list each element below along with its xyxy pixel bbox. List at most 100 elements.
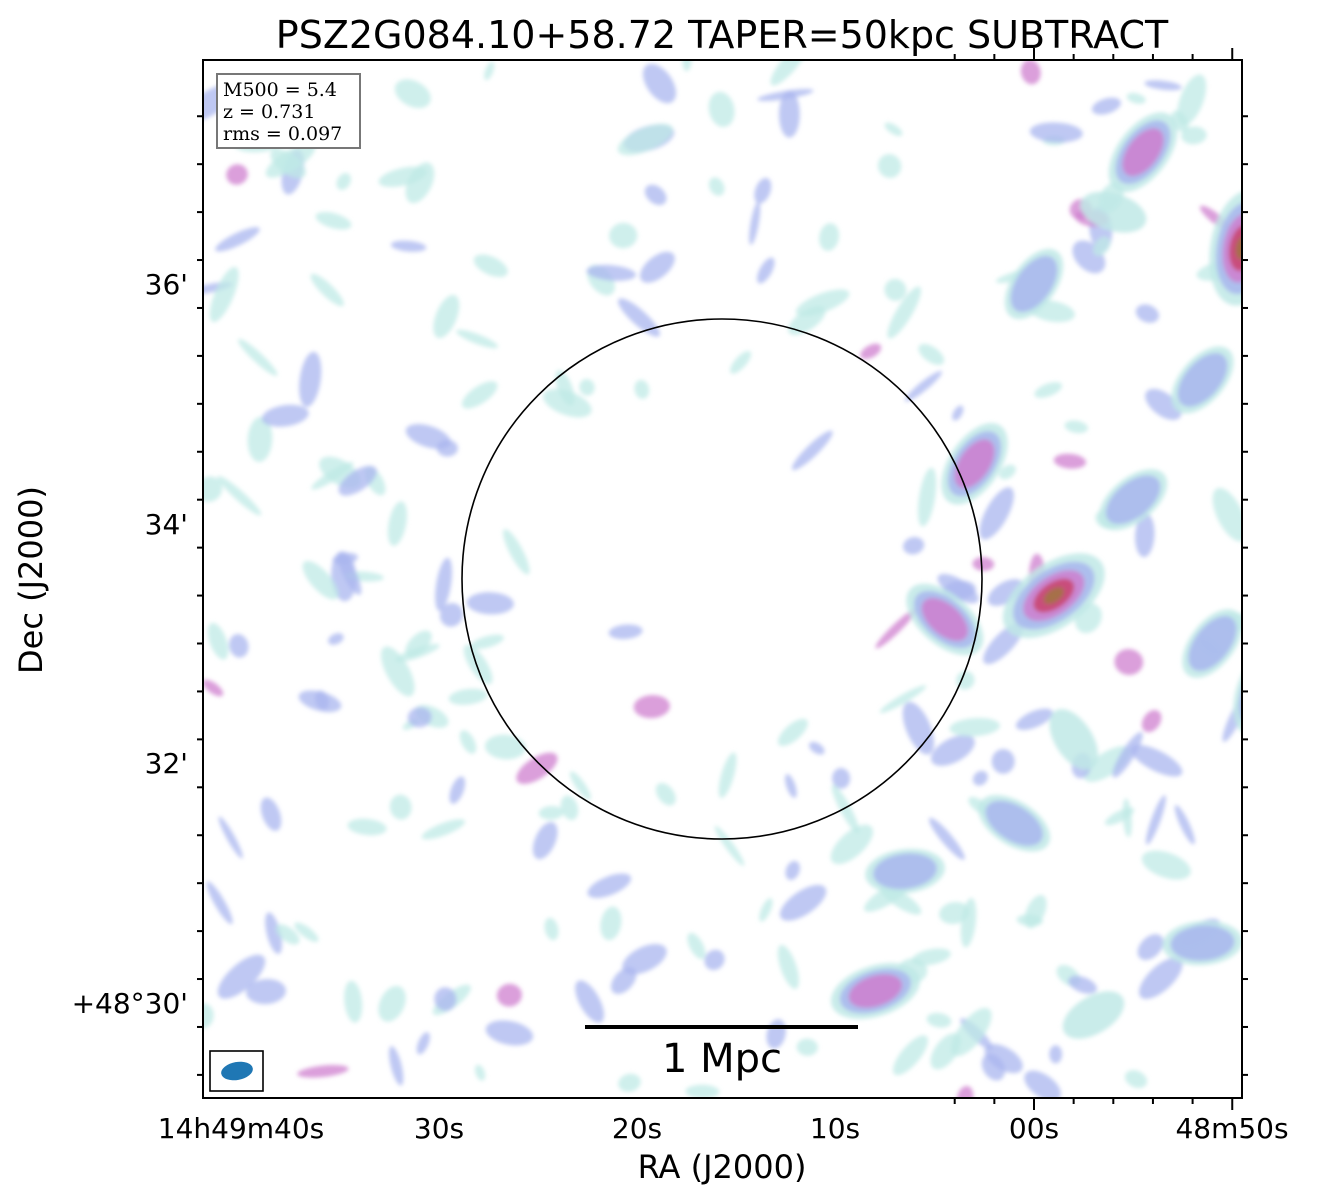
- emission-patch: [1141, 850, 1191, 880]
- emission-patch: [1093, 236, 1111, 257]
- emission-patch: [618, 298, 660, 337]
- scale-bar: 1 Mpc: [585, 1025, 858, 1082]
- emission-patch: [903, 536, 925, 555]
- emission-patch: [926, 1012, 952, 1028]
- emission-patch: [433, 294, 460, 339]
- emission-patch: [848, 974, 903, 1008]
- emission-patch: [298, 690, 342, 713]
- emission-patch: [1049, 709, 1098, 770]
- emission-patch: [795, 289, 850, 317]
- emission-patch: [1239, 82, 1321, 175]
- emission-patch: [1135, 513, 1155, 558]
- emission-patch: [639, 251, 675, 283]
- emission-patch: [474, 1064, 486, 1081]
- emission-patch: [608, 624, 643, 640]
- emission-patch: [1139, 957, 1183, 999]
- x-tick-label: 10s: [810, 1112, 860, 1145]
- info-rms: rms = 0.097: [223, 123, 342, 145]
- figure-title: PSZ2G084.10+58.72 TAPER=50kpc SUBTRACT: [276, 13, 1169, 57]
- emission-patch: [1145, 795, 1166, 845]
- emission-patch: [1020, 60, 1041, 85]
- emission-patch: [246, 979, 286, 1005]
- emission-patch: [1122, 798, 1132, 838]
- emission-patch: [777, 944, 799, 989]
- emission-patch: [260, 797, 282, 831]
- emission-patch: [586, 264, 637, 281]
- emission-patch: [229, 634, 249, 658]
- emission-patch: [884, 278, 907, 301]
- emission-patch: [875, 608, 917, 649]
- emission-patch: [405, 424, 451, 449]
- emission-patch: [381, 646, 415, 697]
- emission-patch: [297, 1065, 349, 1078]
- emission-patch: [730, 350, 752, 374]
- emission-patch: [347, 818, 387, 836]
- emission-patch: [328, 633, 344, 645]
- emission-patch: [929, 817, 965, 860]
- emission-patch: [421, 819, 466, 840]
- emission-patch: [860, 343, 882, 360]
- y-tick-label: +48°30': [72, 987, 188, 1020]
- emission-patch: [1126, 92, 1146, 104]
- plot-frame: [202, 59, 1243, 1099]
- emission-patch: [609, 222, 638, 249]
- emission-patch: [1177, 353, 1228, 407]
- emission-patch: [516, 752, 558, 784]
- emission-patch: [634, 379, 650, 399]
- y-axis-label: Dec (J2000): [12, 486, 50, 674]
- emission-patch: [1275, 841, 1321, 902]
- emission-patch: [831, 784, 860, 834]
- emission-patch: [759, 898, 773, 922]
- emission-patch: [1135, 304, 1159, 323]
- emission-patch: [757, 88, 814, 102]
- emission-patch: [466, 592, 514, 615]
- emission-patch: [435, 557, 453, 612]
- emission-patch: [1034, 382, 1063, 398]
- emission-patch: [984, 1044, 1023, 1074]
- emission-patch: [1266, 833, 1321, 909]
- emission-patch: [1303, 346, 1321, 390]
- emission-patch: [893, 1035, 928, 1076]
- x-tick-label: 48m50s: [1175, 1112, 1288, 1145]
- x-tick-labels: 14h49m40s 30s 20s 10s 00s 48m50s: [158, 1112, 1289, 1145]
- emission-patch: [265, 142, 316, 178]
- emission-patch: [544, 917, 559, 941]
- emission-patch: [496, 983, 522, 1007]
- emission-patch: [461, 381, 498, 409]
- emission-patch: [785, 774, 797, 798]
- emission-patch: [1068, 975, 1097, 994]
- emission-patch: [310, 273, 344, 307]
- x-tick-label: 14h49m40s: [158, 1112, 325, 1145]
- emission-patch: [449, 776, 466, 804]
- emission-patch: [600, 906, 622, 941]
- axis-ticks: [197, 48, 1248, 1110]
- emission-patch: [275, 924, 300, 945]
- emission-patch: [770, 60, 809, 86]
- emission-patch: [1260, 100, 1321, 156]
- emission-patch: [1024, 895, 1047, 929]
- emission-patch: [555, 370, 575, 406]
- emission-patch: [937, 573, 979, 604]
- emission-patch: [532, 821, 558, 860]
- emission-patch: [902, 701, 935, 755]
- emission-patch: [655, 782, 676, 806]
- emission-patch: [1105, 475, 1161, 525]
- emission-patch: [311, 462, 354, 490]
- emission-patch: [832, 768, 851, 789]
- emission-patch: [685, 1084, 720, 1098]
- emission-patch: [238, 338, 278, 376]
- emission-patch: [979, 487, 1014, 540]
- emission-patch: [972, 770, 988, 786]
- emission-patch: [1174, 805, 1195, 845]
- emission-patch: [777, 718, 808, 747]
- emission-patch: [434, 987, 457, 1011]
- radio-emission-layer: [203, 60, 1321, 1098]
- emission-patch: [1314, 71, 1321, 114]
- emission-patch: [987, 579, 1024, 606]
- emission-patch: [575, 980, 605, 1023]
- emission-patch: [336, 173, 351, 190]
- emission-patch: [1304, 65, 1321, 119]
- emission-patch: [448, 688, 488, 705]
- emission-patch: [1049, 1045, 1063, 1064]
- emission-patch: [218, 816, 243, 859]
